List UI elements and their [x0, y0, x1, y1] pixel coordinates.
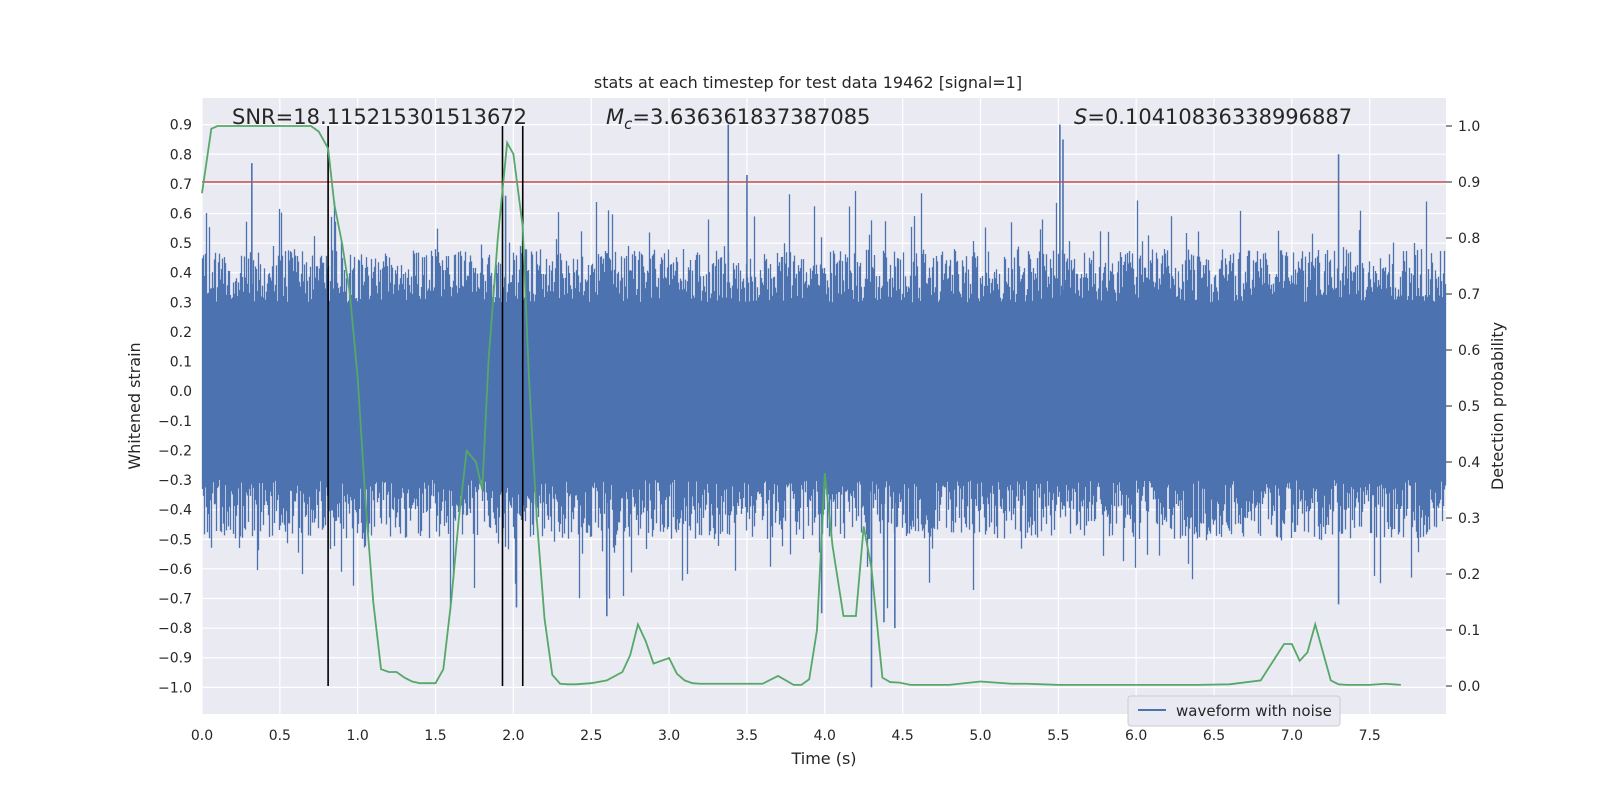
x-tick-label: 5.5	[1047, 728, 1069, 744]
x-tick-label: 1.0	[347, 728, 369, 744]
overlay-lines	[202, 126, 1446, 686]
y-left-tick-label: −1.0	[158, 680, 192, 696]
y-left-tick-label: −0.5	[158, 532, 192, 548]
y-right-axis-ticks: 1.0 0.9 0.8 0.7 0.6 0.5 0.4 0.3 0.2 0.1 0.0	[1446, 119, 1480, 695]
waveform-body	[201, 190, 1447, 611]
y-right-tick-label: 0.3	[1458, 511, 1480, 527]
x-tick-label: 7.5	[1359, 728, 1381, 744]
y-left-tick-label: −0.3	[158, 473, 192, 489]
y-right-tick-label: 0.6	[1458, 343, 1480, 359]
y-right-tick-label: 0.1	[1458, 623, 1480, 639]
x-tick-label: 0.5	[269, 728, 291, 744]
probability-line	[201, 125, 1401, 686]
s-annotation: S=0.10410836338996887	[1074, 105, 1352, 129]
x-tick-label: 7.0	[1281, 728, 1303, 744]
y-right-tick-label: 0.9	[1458, 175, 1480, 191]
x-tick-label: 1.5	[424, 728, 446, 744]
y-left-tick-label: 0.3	[170, 295, 192, 311]
y-left-tick-label: −0.2	[158, 443, 192, 459]
x-tick-label: 5.0	[969, 728, 991, 744]
y-right-tick-label: 0.5	[1458, 399, 1480, 415]
x-tick-label: 3.5	[736, 728, 758, 744]
x-tick-label: 6.0	[1125, 728, 1147, 744]
legend: waveform with noise	[1127, 695, 1341, 727]
y-left-tick-label: −0.6	[158, 562, 192, 578]
s-symbol: S	[1074, 105, 1087, 129]
s-value: =0.10410836338996887	[1087, 105, 1352, 129]
y-left-tick-label: −0.9	[158, 651, 192, 667]
y-right-tick-label: 0.0	[1458, 679, 1480, 695]
y-left-tick-label: 0.2	[170, 325, 192, 341]
y-left-tick-label: 0.0	[170, 384, 192, 400]
probability-series	[201, 125, 1401, 686]
mc-value: =3.636361837387085	[632, 105, 870, 129]
y-right-tick-label: 0.8	[1458, 231, 1480, 247]
y-left-tick-label: 0.7	[170, 177, 192, 193]
y-left-tick-label: 0.8	[170, 147, 192, 163]
mc-annotation: Mc=3.636361837387085	[606, 105, 870, 133]
mc-subscript: c	[624, 115, 633, 133]
y-left-tick-label: −0.7	[158, 592, 192, 608]
mc-symbol: M	[606, 105, 624, 129]
y-left-tick-label: 0.1	[170, 355, 192, 371]
x-tick-label: 4.0	[814, 728, 836, 744]
y-left-axis-ticks: 0.9 0.8 0.7 0.6 0.5 0.4 0.3 0.2 0.1 0.0 −0.1 −0.2 −0…	[158, 118, 192, 697]
y-left-axis-label: Whitened strain	[125, 342, 144, 469]
x-axis-label: Time (s)	[790, 749, 856, 768]
y-right-axis-label: Detection probability	[1488, 322, 1507, 490]
legend-box	[1127, 695, 1341, 727]
y-left-tick-label: −0.4	[158, 503, 192, 519]
y-left-tick-label: 0.9	[170, 118, 192, 134]
y-right-tick-label: 0.2	[1458, 567, 1480, 583]
snr-annotation: SNR=18.115215301513672	[232, 105, 527, 129]
y-left-tick-label: 0.6	[170, 207, 192, 223]
x-tick-label: 6.5	[1203, 728, 1225, 744]
y-left-tick-label: 0.4	[170, 266, 192, 282]
y-left-tick-label: 0.5	[170, 236, 192, 252]
x-tick-label: 2.0	[502, 728, 524, 744]
y-right-tick-label: 1.0	[1458, 119, 1480, 135]
y-right-tick-label: 0.4	[1458, 455, 1480, 471]
y-left-tick-label: −0.8	[158, 621, 192, 637]
legend-label: waveform with noise	[1176, 702, 1332, 720]
x-tick-label: 0.0	[191, 728, 213, 744]
chart-title: stats at each timestep for test data 194…	[594, 73, 1022, 92]
x-tick-label: 3.0	[658, 728, 680, 744]
y-left-tick-label: −0.1	[158, 414, 192, 430]
y-right-tick-label: 0.7	[1458, 287, 1480, 303]
x-axis-ticks: 0.0 0.5 1.0 1.5 2.0 2.5 3.0 3.5 4.0 4.5 5.0 5.5 6.0 6…	[191, 728, 1381, 744]
x-tick-label: 4.5	[891, 728, 913, 744]
x-tick-label: 2.5	[580, 728, 602, 744]
